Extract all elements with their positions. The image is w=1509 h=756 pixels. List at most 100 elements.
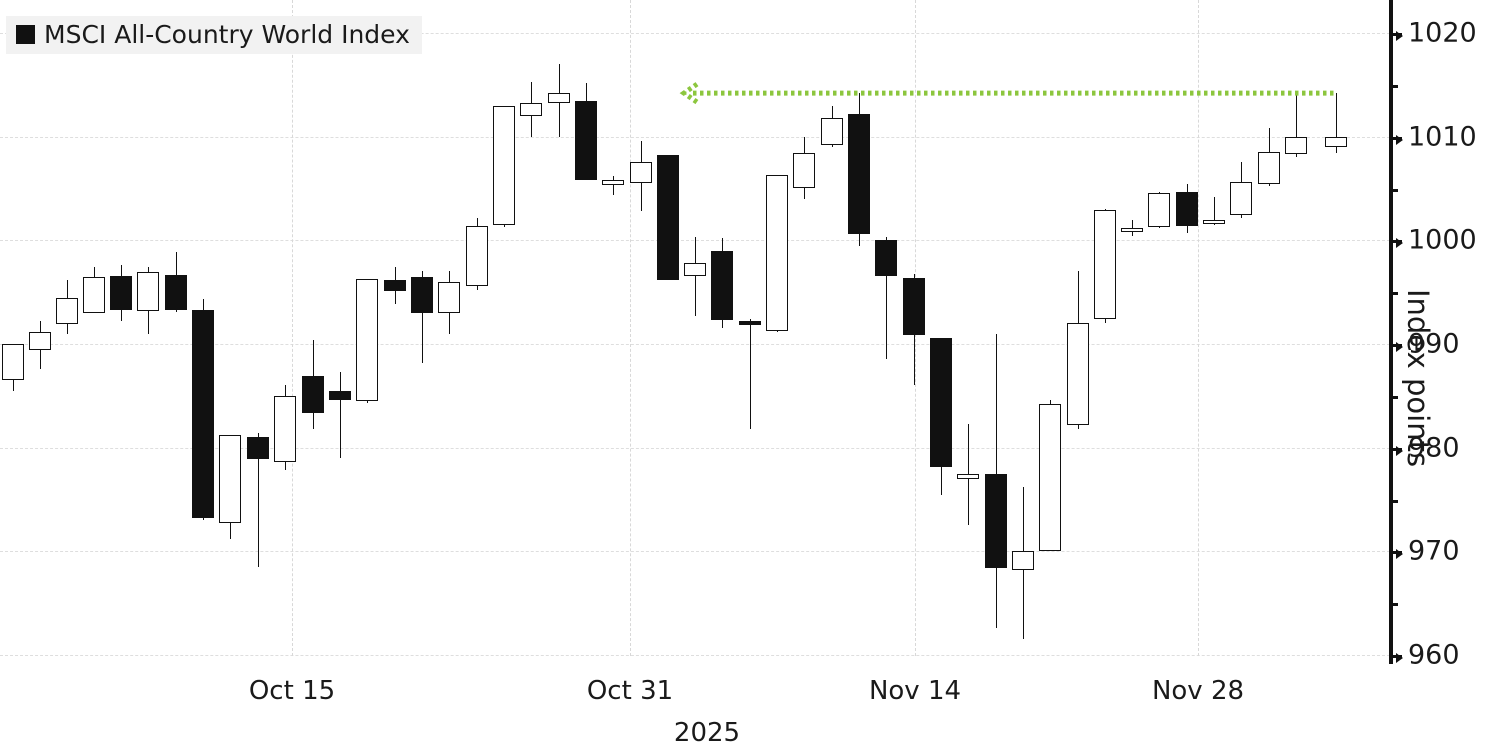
- candle-body: [1325, 136, 1347, 148]
- y-gridline: [0, 136, 1390, 138]
- y-gridline: [0, 655, 1390, 656]
- candlestick: [684, 0, 706, 656]
- candle-body: [711, 250, 733, 321]
- candle-body: [384, 279, 406, 292]
- candlestick: [602, 0, 624, 656]
- candle-body: [2, 344, 24, 381]
- legend-label: MSCI All-Country World Index: [44, 20, 410, 49]
- candlestick: [247, 0, 269, 656]
- candle-body: [466, 225, 488, 286]
- candlestick: [1230, 0, 1252, 656]
- y-tick-major: [1389, 342, 1403, 352]
- candlestick: [1148, 0, 1170, 656]
- candle-body: [192, 309, 214, 519]
- candle-body: [1230, 182, 1252, 216]
- candle-body: [411, 276, 433, 313]
- candle-body: [1203, 219, 1225, 224]
- candlestick: [438, 0, 460, 656]
- candle-body: [630, 161, 652, 184]
- candle-body: [575, 101, 597, 181]
- candle-body: [821, 118, 843, 145]
- candlestick: [848, 0, 870, 656]
- x-gridline: [1198, 0, 1199, 656]
- candle-wick: [257, 433, 259, 567]
- candlestick: [274, 0, 296, 656]
- legend-swatch-icon: [16, 25, 35, 44]
- y-tick-minor: [1389, 603, 1398, 607]
- candle-body: [1258, 152, 1280, 185]
- candle-body: [875, 240, 897, 276]
- y-tick-minor: [1389, 84, 1398, 88]
- candlestick: [630, 0, 652, 656]
- candle-body: [548, 93, 570, 104]
- candle-body: [903, 277, 925, 335]
- y-tick-major: [1389, 31, 1403, 41]
- candle-body: [657, 155, 679, 280]
- candlestick: [766, 0, 788, 656]
- candlestick: [219, 0, 241, 656]
- x-gridline: [630, 0, 631, 656]
- candlestick: [110, 0, 132, 656]
- candlestick: [1203, 0, 1225, 656]
- candlestick: [29, 0, 51, 656]
- candlestick: [930, 0, 952, 656]
- candle-body: [1176, 191, 1198, 226]
- x-gridline: [292, 0, 293, 656]
- candle-body: [602, 180, 624, 186]
- candlestick: [739, 0, 761, 656]
- candlestick: [466, 0, 488, 656]
- candle-wick: [1295, 91, 1297, 158]
- y-tick-label: 960: [1408, 639, 1460, 671]
- candlestick: [957, 0, 979, 656]
- y-tick-minor: [1389, 188, 1398, 192]
- candle-wick: [1213, 196, 1215, 225]
- y-tick-minor: [1389, 395, 1398, 399]
- x-tick-label: Nov 28: [1151, 676, 1245, 706]
- candlestick: [657, 0, 679, 656]
- candlestick: [520, 0, 542, 656]
- y-tick-major: [1389, 549, 1403, 560]
- candlestick: [493, 0, 515, 656]
- candlestick: [821, 0, 843, 656]
- candlestick: [875, 0, 897, 656]
- candlestick: [711, 0, 733, 656]
- candle-wick: [694, 237, 696, 316]
- candle-body: [520, 103, 542, 116]
- candle-body: [302, 376, 324, 414]
- y-tick-major: [1389, 653, 1403, 663]
- candle-body: [110, 275, 132, 310]
- x-tick-label: Oct 15: [248, 676, 336, 706]
- x-axis-year-label: 2025: [673, 718, 741, 748]
- candle-body: [985, 473, 1007, 568]
- legend: MSCI All-Country World Index: [6, 16, 422, 54]
- candlestick: [903, 0, 925, 656]
- candlestick: [1258, 0, 1280, 656]
- candle-body: [29, 331, 51, 351]
- candle-body: [1148, 192, 1170, 227]
- candlestick: [1012, 0, 1034, 656]
- candlestick: [192, 0, 214, 656]
- y-tick-major: [1389, 238, 1403, 249]
- candlestick: [1121, 0, 1143, 656]
- y-tick-label: 990: [1408, 328, 1460, 360]
- candle-body: [219, 435, 241, 524]
- candlestick: [356, 0, 378, 656]
- candle-body: [930, 337, 952, 468]
- candlestick: [137, 0, 159, 656]
- candle-wick: [1131, 219, 1133, 237]
- candle-body: [1094, 210, 1116, 320]
- y-gridline: [0, 33, 1390, 34]
- candlestick: [548, 0, 570, 656]
- candlestick: [56, 0, 78, 656]
- candle-body: [356, 278, 378, 401]
- candlestick: [329, 0, 351, 656]
- y-tick-label: 980: [1408, 432, 1460, 464]
- x-tick-label: Nov 14: [868, 676, 962, 706]
- y-tick-major: [1389, 134, 1403, 145]
- candle-body: [56, 298, 78, 325]
- y-tick-label: 1020: [1408, 17, 1477, 49]
- candle-wick: [885, 237, 887, 359]
- candle-body: [329, 390, 351, 400]
- candlestick: [575, 0, 597, 656]
